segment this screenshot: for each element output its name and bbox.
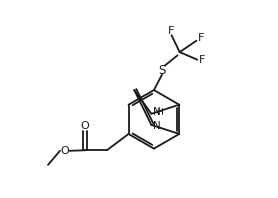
Text: O: O xyxy=(60,146,69,156)
Text: N: N xyxy=(153,121,160,131)
Text: S: S xyxy=(158,64,166,77)
Text: N: N xyxy=(153,107,160,117)
Text: F: F xyxy=(168,26,175,36)
Text: F: F xyxy=(198,33,205,43)
Text: O: O xyxy=(81,121,90,131)
Text: H: H xyxy=(156,108,163,117)
Text: F: F xyxy=(199,55,205,65)
